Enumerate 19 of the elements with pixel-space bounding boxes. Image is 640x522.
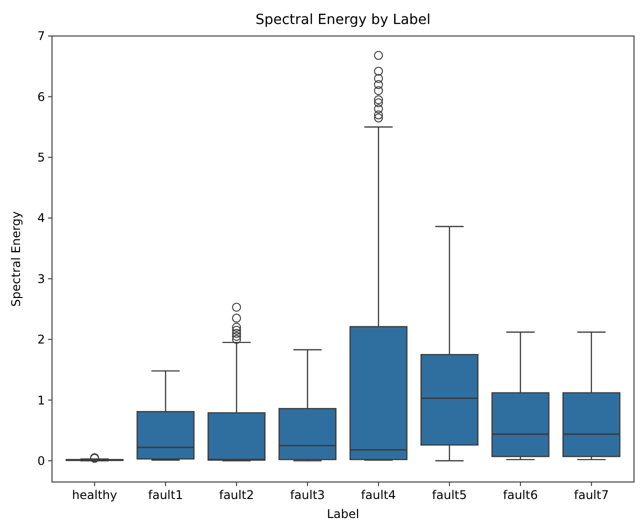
chart-title: Spectral Energy by Label xyxy=(255,12,431,28)
y-axis-title: Spectral Energy xyxy=(9,211,23,307)
y-tick-label: 1 xyxy=(37,393,45,408)
x-tick-label: fault4 xyxy=(361,488,396,502)
x-tick-label: fault1 xyxy=(148,488,183,502)
y-tick-label: 3 xyxy=(37,272,45,286)
x-tick-label: fault6 xyxy=(503,488,538,502)
y-tick-label: 5 xyxy=(37,150,45,165)
x-tick-label: fault7 xyxy=(574,488,609,502)
x-tick-label: fault3 xyxy=(290,488,325,502)
y-tick-label: 0 xyxy=(37,454,45,468)
y-tick-label: 7 xyxy=(37,29,45,44)
x-tick-label: healthy xyxy=(72,488,118,502)
y-tick-label: 6 xyxy=(37,90,45,104)
y-tick-label: 4 xyxy=(37,211,45,226)
x-axis-title: Label xyxy=(326,507,360,521)
y-tick-label: 2 xyxy=(37,332,45,347)
x-tick-label: fault2 xyxy=(219,488,254,502)
x-tick-label: fault5 xyxy=(432,488,467,502)
